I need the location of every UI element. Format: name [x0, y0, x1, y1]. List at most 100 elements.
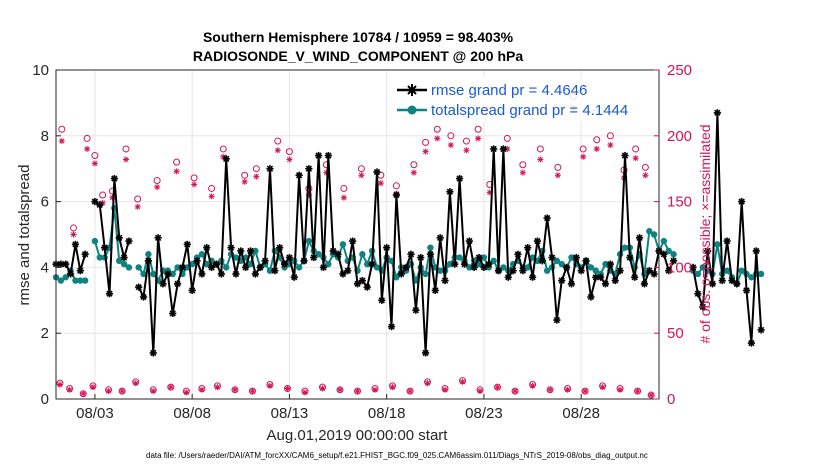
rmse-point-stroke — [495, 267, 502, 274]
rmse-point — [339, 270, 347, 278]
obs-assimilated-stroke — [92, 160, 98, 166]
obs-possible-marker — [447, 132, 455, 140]
obs-assimilated-stroke — [275, 147, 281, 153]
obs-assimilated-marker — [537, 156, 544, 163]
obs-assimilated-marker — [648, 392, 655, 399]
obs-assimilated-stroke — [423, 149, 429, 155]
obs-assimilated-marker — [599, 384, 606, 391]
rmse-point-stroke — [573, 254, 580, 261]
rmse-point-stroke — [500, 145, 507, 153]
obs-possible-marker — [91, 152, 99, 160]
obs-assimilated-stroke — [442, 387, 448, 393]
rmse-point — [558, 276, 566, 285]
rmse-point-stroke — [723, 237, 731, 245]
rmse-point-stroke — [247, 247, 254, 255]
totalspread-point — [223, 264, 230, 271]
obs-assimilated-marker — [150, 388, 157, 395]
obs-possible-marker — [219, 145, 227, 153]
obs-assimilated-marker — [519, 169, 526, 176]
rmse-point — [334, 250, 342, 258]
rmse-point-stroke — [106, 290, 113, 297]
rmse-point-stroke — [57, 260, 65, 268]
rmse-point-stroke — [223, 155, 230, 162]
rmse-point — [538, 257, 546, 265]
obs-assimilated-marker — [389, 384, 396, 391]
obs-possible-marker — [285, 148, 293, 156]
totalspread-point — [364, 260, 371, 268]
rmse-point — [261, 257, 269, 265]
rmse-point-stroke — [159, 280, 167, 288]
rmse-point — [183, 240, 191, 248]
legend-rmse-label: rmse grand pr = 4.4646 — [431, 82, 587, 99]
rmse-point — [91, 198, 99, 206]
rmse-point-stroke — [383, 244, 390, 251]
rmse-point-stroke — [388, 323, 395, 330]
y-right-axis-ticks: 0 50 100 150 200 250 — [654, 62, 692, 408]
rmse-point — [635, 234, 644, 242]
obs-possible-marker — [606, 132, 614, 140]
obs-assimilated-stroke — [341, 195, 347, 201]
rmse-point — [363, 283, 371, 291]
obs-possible-marker — [134, 195, 142, 203]
rmse-point — [650, 270, 658, 278]
rmse-point-stroke — [471, 264, 478, 271]
rmse-point — [144, 257, 152, 265]
rmse-point-stroke — [193, 257, 201, 264]
rmse-point-stroke — [111, 175, 118, 182]
totalspread-point — [568, 254, 575, 261]
obs-assimilated-stroke — [463, 147, 469, 153]
rmse-point-stroke — [344, 267, 351, 274]
rmse-point — [460, 260, 469, 268]
rmse-point — [524, 244, 532, 252]
rmse-point-stroke — [451, 260, 458, 268]
obs-assimilated-stroke — [580, 154, 586, 160]
totalspread-point — [646, 228, 653, 235]
rmse-point — [295, 171, 303, 179]
rmse-point-stroke — [242, 264, 249, 271]
rmse-point — [494, 267, 503, 275]
rmse-point-stroke — [320, 264, 327, 271]
obs-possible-marker — [410, 161, 418, 169]
rmse-point — [528, 273, 537, 281]
rmse-point-stroke — [466, 237, 473, 245]
obs-assimilated-marker — [582, 388, 589, 395]
rmse-point-stroke — [456, 175, 463, 182]
rmse-point-stroke — [339, 270, 347, 278]
y-right-tick-label: 200 — [667, 128, 692, 145]
rmse-point-stroke — [67, 270, 74, 278]
rmse-point — [713, 109, 721, 117]
obs-assimilated-stroke — [57, 381, 63, 388]
rmse-point — [699, 303, 707, 311]
rmse-point-stroke — [295, 172, 303, 179]
obs-assimilated-stroke — [600, 384, 606, 390]
obs-assimilated-marker — [434, 135, 441, 142]
totalspread-point — [339, 241, 347, 248]
rmse-point — [271, 267, 279, 275]
obs-assimilated-stroke — [530, 383, 536, 389]
rmse-point — [349, 237, 357, 245]
obs-assimilated-stroke — [174, 168, 180, 174]
rmse-point — [105, 290, 114, 298]
obs-assimilated-marker — [134, 203, 141, 210]
rmse-point-stroke — [427, 251, 434, 258]
obs-assimilated-marker — [231, 386, 238, 393]
obs-assimilated-marker — [284, 385, 291, 392]
rmse-point-stroke — [505, 274, 512, 281]
rmse-point-stroke — [101, 244, 108, 251]
rmse-point-stroke — [480, 264, 488, 271]
obs-assimilated-marker — [340, 194, 347, 201]
rmse-point — [490, 145, 498, 153]
obs-possible-marker — [422, 138, 430, 146]
rmse-point-stroke — [237, 247, 244, 255]
totalspread-point — [587, 264, 595, 271]
totalspread-point — [670, 251, 677, 258]
obs-assimilated-marker — [372, 386, 379, 393]
obs-assimilated-stroke — [135, 204, 141, 210]
rmse-point-stroke — [198, 270, 206, 278]
rmse-point-stroke — [179, 264, 186, 271]
obs-assimilated-stroke — [337, 387, 343, 393]
obs-assimilated-marker — [424, 380, 431, 387]
x-axis-ticks: 08/03 08/08 08/13 08/18 08/23 08/28 — [76, 394, 600, 422]
obs-assimilated-stroke — [80, 391, 86, 397]
obs-assimilated-stroke — [648, 392, 654, 398]
